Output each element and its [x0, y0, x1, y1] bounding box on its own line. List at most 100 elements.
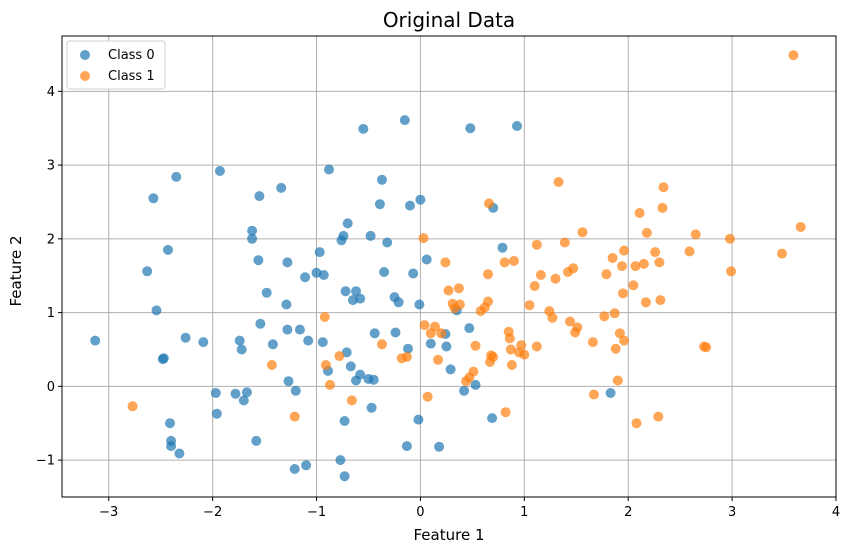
grid-lines	[62, 36, 837, 497]
data-point-class-0	[393, 297, 404, 308]
data-point-class-1	[618, 288, 628, 299]
data-point-class-0	[345, 361, 356, 372]
data-point-class-0	[247, 225, 258, 236]
data-point-class-1	[519, 349, 530, 360]
data-point-class-0	[142, 266, 153, 277]
data-point-class-1	[499, 257, 510, 268]
y-tick-label: 1	[47, 306, 55, 321]
data-point-class-0	[148, 193, 159, 204]
data-point-class-1	[418, 233, 429, 244]
data-point-class-1	[587, 337, 598, 348]
data-point-class-1	[320, 360, 331, 370]
data-point-class-0	[464, 323, 475, 334]
x-tick-label: −2	[203, 505, 222, 520]
data-point-class-0	[382, 237, 393, 248]
data-point-class-0	[90, 335, 101, 346]
data-point-class-0	[335, 455, 346, 466]
data-point-class-1	[630, 261, 641, 272]
data-point-class-0	[355, 293, 366, 304]
data-point-class-1	[610, 343, 621, 354]
data-point-class-0	[605, 388, 616, 398]
data-point-class-1	[634, 208, 645, 218]
data-point-class-1	[588, 389, 599, 400]
data-point-class-1	[650, 247, 661, 258]
data-point-class-0	[214, 166, 225, 176]
data-point-class-1	[690, 229, 701, 240]
data-point-class-1	[401, 351, 412, 362]
data-point-class-0	[283, 376, 294, 387]
data-point-class-0	[174, 448, 185, 459]
data-point-class-1	[565, 316, 575, 327]
data-point-class-0	[163, 244, 173, 255]
data-point-class-0	[290, 385, 301, 396]
data-point-class-1	[619, 335, 630, 346]
data-point-class-1	[531, 239, 542, 250]
data-point-class-0	[300, 272, 311, 283]
legend-label-class-0: Class 0	[108, 48, 155, 63]
data-point-class-0	[351, 286, 361, 297]
data-point-class-1	[453, 283, 464, 294]
y-tick-label: 0	[47, 380, 55, 395]
plot-area-frame	[61, 35, 837, 498]
data-point-class-0	[282, 257, 293, 268]
data-point-class-1	[531, 341, 542, 352]
data-point-class-1	[609, 308, 620, 319]
chart-title: Original Data	[383, 8, 515, 32]
data-point-class-1	[346, 395, 357, 406]
data-point-class-1	[601, 269, 612, 280]
data-point-class-1	[684, 246, 695, 257]
data-point-class-1	[377, 339, 387, 350]
y-tick-label: 2	[47, 232, 55, 247]
data-point-class-1	[422, 391, 433, 402]
data-point-class-1	[535, 270, 546, 280]
data-point-class-0	[276, 182, 287, 193]
y-tick-label: 3	[47, 159, 55, 174]
data-point-class-1	[440, 257, 451, 268]
data-point-class-0	[425, 338, 436, 349]
data-point-class-0	[261, 287, 272, 298]
data-point-class-0	[230, 388, 241, 399]
data-point-class-0	[324, 164, 334, 175]
y-axis-label: Feature 2	[7, 236, 25, 307]
data-point-class-1	[483, 296, 493, 307]
data-point-class-1	[127, 401, 138, 412]
data-point-class-1	[658, 182, 669, 193]
data-point-class-1	[638, 258, 649, 269]
data-point-class-0	[358, 123, 369, 134]
data-point-class-1	[470, 340, 481, 351]
data-point-class-0	[459, 385, 470, 396]
data-point-class-0	[241, 387, 252, 398]
data-point-class-0	[255, 318, 266, 329]
data-point-class-0	[158, 353, 169, 364]
legend-box	[66, 40, 166, 90]
data-point-class-0	[342, 218, 353, 229]
x-axis-label: Feature 1	[414, 526, 485, 544]
data-point-class-1	[572, 322, 583, 333]
data-point-class-1	[430, 321, 440, 332]
data-point-class-1	[436, 328, 447, 339]
data-point-class-1	[516, 340, 527, 351]
data-point-class-0	[403, 343, 413, 354]
data-point-class-0	[254, 191, 265, 202]
data-point-class-0	[294, 324, 305, 335]
data-point-class-1	[701, 342, 712, 353]
data-point-class-1	[550, 273, 561, 284]
data-point-class-0	[413, 414, 424, 425]
data-point-class-0	[210, 388, 221, 398]
data-point-class-1	[468, 366, 479, 377]
data-point-class-1	[568, 263, 579, 274]
legend: Class 0 Class 1	[66, 40, 166, 90]
data-point-class-1	[289, 411, 300, 422]
data-point-class-1	[612, 375, 623, 386]
data-point-class-1	[553, 177, 564, 187]
data-point-class-1	[504, 333, 515, 344]
data-point-class-1	[577, 227, 588, 238]
data-point-class-0	[238, 395, 249, 406]
data-point-class-0	[408, 268, 419, 279]
data-point-class-1	[508, 256, 519, 266]
data-point-class-1	[488, 351, 499, 362]
data-point-class-0	[340, 286, 351, 297]
y-tick-label: 4	[47, 85, 55, 100]
data-point-class-1	[657, 202, 668, 213]
data-point-class-0	[318, 270, 329, 280]
